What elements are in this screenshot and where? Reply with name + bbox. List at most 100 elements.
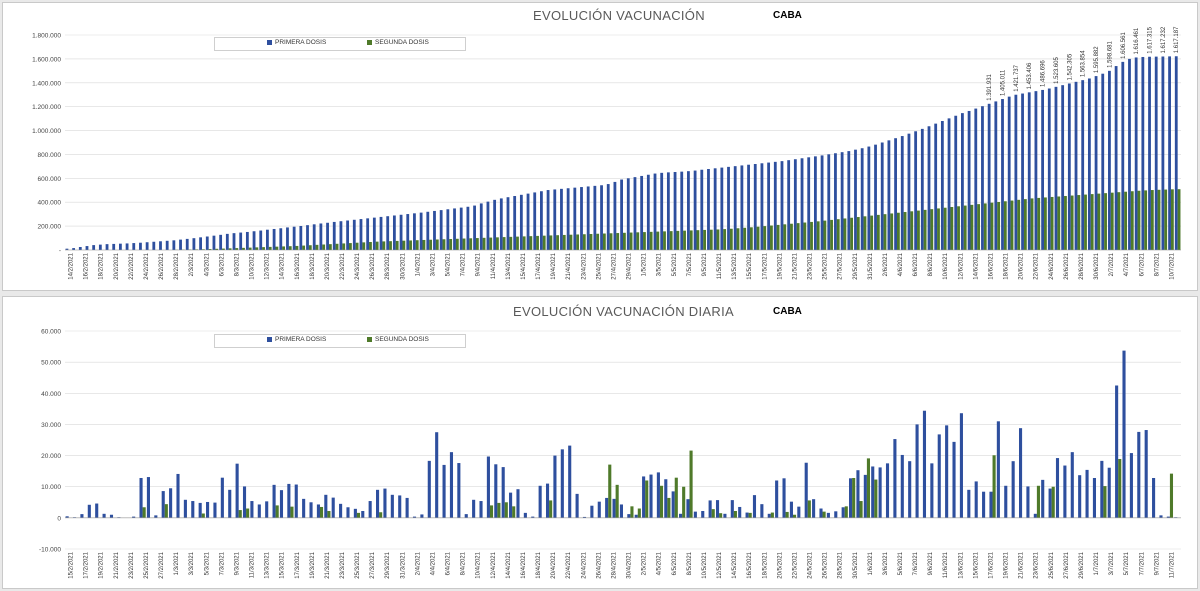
bar-second-dose [856, 217, 860, 250]
bar-second-dose [235, 248, 239, 250]
bar-first-dose [464, 514, 468, 518]
bar-first-dose [860, 148, 864, 250]
x-tick-label: 12/6/2021 [958, 252, 964, 279]
bar-second-dose [1010, 200, 1014, 250]
bar-first-dose [179, 239, 182, 250]
bar-first-dose [812, 499, 816, 518]
bar-second-dose [228, 248, 232, 250]
bar-second-dose [748, 512, 752, 518]
y-tick-label: 1.400.000 [32, 80, 61, 87]
x-tick-label: 19/4/2021 [551, 252, 557, 279]
data-label: 1.617.187 [1174, 26, 1180, 53]
bar-first-dose [235, 463, 239, 518]
bar-first-dose [172, 240, 176, 250]
bar-first-dose [426, 211, 430, 250]
bar-first-dose [849, 478, 853, 518]
x-tick-label: 13/5/2021 [732, 252, 738, 279]
bar-first-dose [65, 248, 69, 250]
bar-second-dose [807, 500, 811, 518]
bar-second-dose [850, 217, 854, 250]
bar-first-dose [479, 501, 483, 518]
bar-first-dose [1092, 477, 1097, 518]
bar-first-dose [506, 197, 510, 250]
x-tick-label: 22/4/2021 [566, 551, 572, 578]
bar-second-dose [630, 506, 634, 518]
x-tick-label: 26/4/2021 [596, 551, 602, 578]
x-tick-label: 9/7/2021 [1154, 551, 1160, 575]
x-tick-label: 3/6/2021 [883, 551, 889, 575]
bar-first-dose [185, 238, 189, 250]
x-tick-label: 10/7/2021 [1169, 252, 1175, 279]
bar-second-dose [496, 237, 499, 250]
bar-first-dose [316, 504, 320, 518]
bar-second-dose [1064, 196, 1067, 250]
bar-first-dose [593, 185, 597, 250]
data-label: 1.523.605 [1054, 56, 1060, 83]
bar-first-dose [767, 162, 771, 250]
bar-second-dose [609, 233, 613, 250]
bar-first-dose [302, 498, 306, 518]
bar-second-dose [422, 239, 426, 250]
x-tick-label: 26/2/2021 [159, 252, 165, 279]
bar-first-dose [1007, 96, 1011, 250]
x-tick-label: 21/5/2021 [792, 252, 798, 279]
bar-second-dose [703, 229, 706, 250]
bar-first-dose [701, 511, 705, 518]
daily-chart-plot: -10.000 0 10.000 20.000 30.000 40.000 50.000 60… [39, 329, 1181, 579]
x-tick-label: 15/2/2021 [69, 551, 75, 578]
bar-first-dose [353, 508, 357, 518]
bar-second-dose [489, 237, 493, 250]
x-tick-label: 3/5/2021 [657, 252, 663, 276]
bar-second-dose [469, 238, 473, 250]
bar-first-dose [840, 152, 844, 250]
bar-second-dose [1044, 197, 1047, 250]
bar-second-dose [1030, 198, 1034, 250]
bar-first-dose [319, 223, 323, 250]
bar-first-dose [272, 228, 276, 250]
y-tick-label: 1.000.000 [32, 128, 61, 135]
bar-second-dose [636, 232, 640, 250]
bar-first-dose [272, 484, 276, 518]
x-tick-label: 22/6/2021 [1034, 252, 1040, 279]
bar-first-dose [613, 181, 617, 250]
bar-second-dose [369, 241, 372, 250]
bar-first-dose [412, 516, 417, 518]
bar-first-dose [797, 506, 801, 518]
bar-first-dose [568, 445, 572, 518]
bar-second-dose [659, 485, 664, 518]
bar-first-dose [399, 214, 403, 250]
cumulative-chart-plot: - 200.000 400.000 600.000 800.000 1.000.000 1.… [32, 26, 1181, 280]
bar-second-dose [623, 232, 626, 250]
bar-first-dose [727, 166, 730, 250]
bar-first-dose [619, 504, 623, 518]
bar-first-dose [961, 113, 964, 250]
bar-first-dose [359, 219, 363, 250]
x-tick-label: 17/2/2021 [84, 551, 90, 578]
bar-first-dose [78, 247, 82, 250]
bar-first-dose [1144, 430, 1148, 518]
bar-second-dose [917, 210, 920, 250]
bar-second-dose [649, 231, 653, 250]
bar-second-dose [1023, 199, 1027, 250]
bar-first-dose [212, 235, 216, 250]
x-tick-label: 8/7/2021 [1154, 252, 1160, 276]
y-tick-label: 50.000 [41, 360, 61, 367]
bar-first-dose [383, 488, 387, 518]
bar-first-dose [516, 489, 520, 518]
bar-first-dose [780, 161, 784, 250]
bar-first-dose [453, 208, 456, 250]
bar-second-dose [836, 219, 840, 250]
bar-second-dose [415, 240, 419, 250]
bar-second-dose [997, 201, 1001, 250]
bar-first-dose [446, 209, 450, 250]
bar-first-dose [1063, 465, 1067, 518]
x-tick-label: 16/2/2021 [84, 252, 90, 279]
bar-first-dose [1033, 513, 1037, 518]
bar-second-dose [502, 237, 506, 250]
bar-first-dose [575, 493, 579, 518]
chart-panel-daily: EVOLUCIÓN VACUNACIÓN DIARIA CABA PRIMERA… [2, 296, 1198, 589]
bar-second-dose [262, 247, 265, 250]
bar-first-dose [878, 467, 882, 518]
bar-first-dose [312, 224, 316, 250]
bar-second-dose [322, 244, 326, 250]
